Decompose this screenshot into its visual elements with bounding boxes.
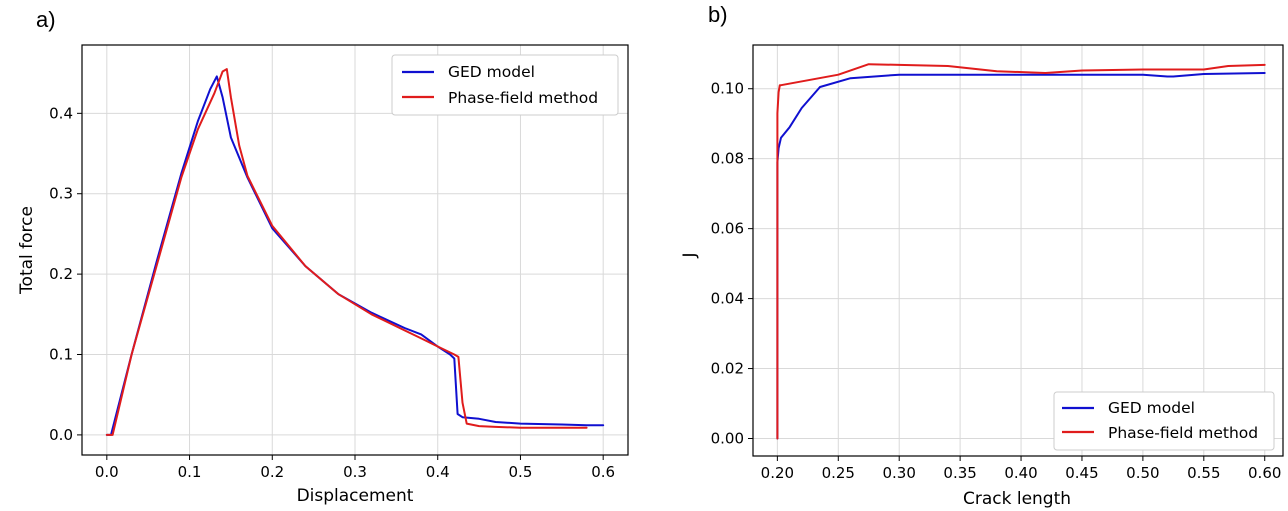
chart-b-xlabel: Crack length	[963, 489, 1071, 509]
chart-b-xtick-label: 0.45	[1065, 464, 1098, 482]
chart-b-panel-label: b)	[708, 2, 728, 27]
chart-b-legend-box	[1053, 391, 1275, 451]
chart-a-panel-label: a)	[36, 7, 56, 32]
chart-b-grid	[753, 45, 1283, 456]
chart-b-ylabel: J	[680, 252, 700, 258]
chart-b-legend-label-ged: GED model	[1108, 399, 1195, 417]
chart-b-xtick-label: 0.35	[943, 464, 976, 482]
chart-a-xlabel: Displacement	[297, 486, 414, 506]
chart-b-ytick-label: 0.06	[711, 220, 744, 238]
chart-a: a) 0.0 0.1 0.2 0.3 0.4 0.5 0.60.00.10.20.30.4 …	[17, 7, 629, 506]
chart-b-ytick-label: 0.02	[711, 360, 744, 378]
chart-b-xtick-label: 0.30	[883, 464, 916, 482]
chart-b-series-ged-model	[776, 72, 1266, 440]
chart-b-xtick-label: 0.50	[1126, 464, 1159, 482]
chart-b-ytick-label: 0.00	[711, 430, 744, 448]
chart-a-legend-box	[391, 54, 619, 116]
chart-a-xtick-label: 0.2	[260, 463, 284, 481]
chart-b-xtick-label: 0.55	[1187, 464, 1220, 482]
chart-b-frame	[752, 44, 1284, 457]
chart-b-ytick-label: 0.04	[711, 290, 744, 308]
chart-a-xtick-label: 0.4	[426, 463, 450, 481]
chart-a-ytick-label: 0.4	[49, 104, 73, 122]
chart-a-ytick-label: 0.0	[49, 426, 73, 444]
chart-a-ytick-label: 0.3	[49, 185, 73, 203]
chart-a-ytick-label: 0.2	[49, 265, 73, 283]
chart-a-xtick-label: 0.1	[178, 463, 202, 481]
chart-a-xtick-label: 0.6	[591, 463, 615, 481]
chart-a-xtick-label: 0.3	[343, 463, 367, 481]
chart-b-xtick-label: 0.60	[1248, 464, 1281, 482]
chart-a-ticks: 0.0 0.1 0.2 0.3 0.4 0.5 0.6 0.0 0.1 0.2 0.3 0.4	[49, 104, 615, 481]
chart-b-ticks: 0.20 0.25 0.30 0.35 0.40 0.45 0.50 0.55 0.60 0.00…	[711, 80, 1282, 482]
chart-b: b) 0.20 0.25 0.30 0.35 0.40 0.45 0.50 0.55 0.600…	[680, 2, 1284, 509]
chart-a-series-phase-field-method	[105, 68, 588, 436]
chart-b-xtick-label: 0.20	[761, 464, 794, 482]
chart-a-ylabel: Total force	[17, 206, 37, 295]
chart-a-legend-label-phase-field: Phase-field method	[448, 89, 598, 107]
chart-b-legend: GED model Phase-field method	[1053, 391, 1275, 451]
chart-b-series	[776, 63, 1266, 440]
chart-b-ytick-label: 0.08	[711, 150, 744, 168]
chart-a-legend: GED model Phase-field method	[391, 54, 619, 116]
chart-b-xtick-label: 0.25	[822, 464, 855, 482]
chart-b-ytick-label: 0.10	[711, 80, 744, 98]
chart-a-ytick-label: 0.1	[49, 346, 73, 364]
chart-a-xtick-label: 0.0	[95, 463, 119, 481]
chart-b-legend-label-phase-field: Phase-field method	[1108, 424, 1258, 442]
chart-b-series-phase-field-method	[776, 63, 1266, 440]
chart-b-xtick-label: 0.40	[1004, 464, 1037, 482]
chart-a-series	[105, 68, 605, 436]
chart-a-xtick-label: 0.5	[509, 463, 533, 481]
chart-a-legend-label-ged: GED model	[448, 63, 535, 81]
